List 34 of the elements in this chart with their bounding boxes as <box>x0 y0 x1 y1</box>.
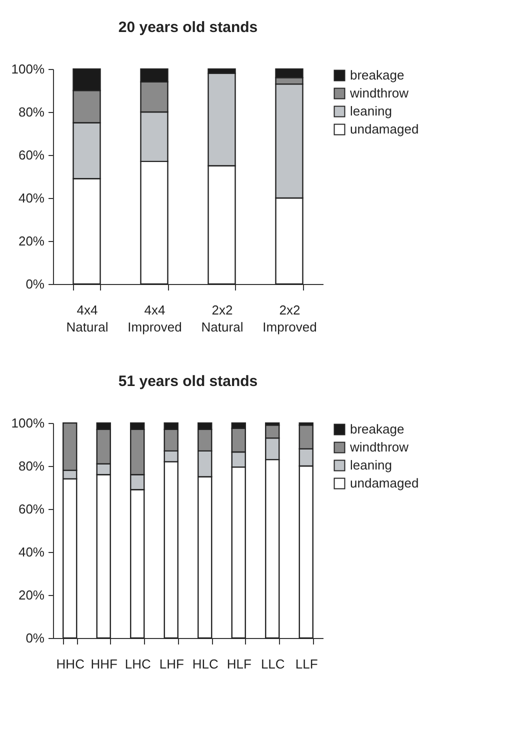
y-tick-label: 40% <box>18 544 45 560</box>
chart-title: 20 years old stands <box>118 19 258 36</box>
legend-label: breakage <box>350 422 404 436</box>
x-tick-label: 2x2 Improved <box>262 302 317 334</box>
y-tick-label: 100% <box>11 416 45 430</box>
x-tick-label: 2x2 Natural <box>201 302 244 334</box>
x-tick-label: HHC <box>56 656 84 672</box>
y-tick-label: 80% <box>18 104 45 120</box>
x-tick-label: HLF <box>226 656 252 672</box>
y-tick-label: 0% <box>26 276 45 292</box>
legend-label: windthrow <box>349 440 410 454</box>
x-tick-label: 4x4 Improved <box>128 302 182 334</box>
legend-label: leaning <box>350 458 392 472</box>
y-tick-label: 80% <box>18 458 45 474</box>
y-tick-label: 60% <box>18 148 45 162</box>
x-tick-label: LLC <box>260 656 285 672</box>
x-tick-label: LLF <box>295 656 318 672</box>
x-tick-label: HHF <box>90 656 118 672</box>
y-tick-label: 0% <box>26 630 45 646</box>
y-tick-label: 20% <box>18 234 45 248</box>
y-tick-label: 60% <box>18 502 45 516</box>
legend-label: leaning <box>350 104 392 118</box>
y-tick-label: 100% <box>11 62 45 76</box>
y-tick-label: 40% <box>18 190 45 206</box>
legend-label: undamaged <box>350 476 419 490</box>
legend-label: undamaged <box>350 122 419 136</box>
x-tick-label: LHF <box>159 656 184 672</box>
chart-title: 51 years old stands <box>118 373 258 390</box>
x-tick-label: LHC <box>124 656 151 672</box>
legend-label: windthrow <box>349 86 410 100</box>
y-tick-label: 20% <box>18 588 45 602</box>
legend-label: breakage <box>350 68 404 82</box>
x-tick-label: HLC <box>192 656 218 672</box>
x-tick-label: 4x4 Natural <box>66 302 108 334</box>
